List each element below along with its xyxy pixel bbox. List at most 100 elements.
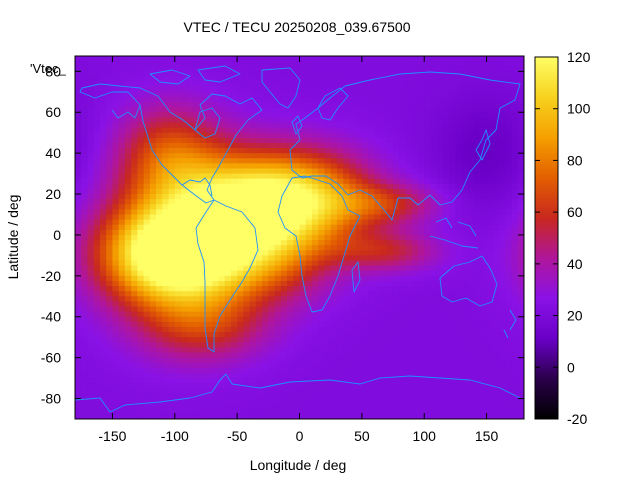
heat-cell — [330, 311, 338, 318]
heat-cell — [355, 142, 363, 149]
heat-cell — [424, 326, 432, 333]
heat-cell — [274, 342, 282, 349]
heat-cell — [243, 153, 251, 159]
heat-cell — [386, 86, 394, 93]
heat-cell — [237, 163, 244, 170]
heat-cell — [187, 240, 195, 246]
heat-cell — [349, 148, 357, 154]
heat-cell — [492, 280, 500, 287]
heat-cell — [343, 311, 350, 318]
heat-cell — [324, 316, 332, 323]
heat-cell — [249, 311, 257, 318]
heat-cell — [299, 311, 307, 318]
heat-cell — [212, 362, 220, 369]
heat-cell — [455, 296, 463, 303]
heat-cell — [474, 347, 481, 354]
heat-cell — [380, 332, 388, 338]
heat-cell — [386, 357, 394, 364]
heat-cell — [137, 275, 145, 282]
heat-cell — [311, 214, 319, 221]
heat-cell — [118, 178, 126, 185]
heat-cell — [187, 56, 195, 62]
heat-cell — [131, 122, 138, 129]
heat-cell — [405, 275, 413, 282]
heat-cell — [106, 76, 114, 83]
heat-cell — [461, 240, 469, 246]
heat-cell — [249, 76, 257, 83]
heat-cell — [436, 76, 444, 83]
heat-cell — [492, 332, 500, 338]
heat-cell — [505, 178, 513, 185]
heat-cell — [237, 61, 244, 67]
heat-cell — [467, 86, 475, 93]
heat-cell — [324, 337, 332, 343]
heat-cell — [81, 347, 89, 354]
heat-cell — [486, 209, 494, 216]
heat-cell — [280, 194, 288, 200]
heat-cell — [199, 132, 207, 139]
heat-cell — [374, 194, 382, 200]
heat-cell — [361, 383, 369, 389]
heat-cell — [399, 321, 407, 328]
heat-cell — [174, 153, 182, 159]
heat-cell — [517, 245, 524, 251]
heat-cell — [187, 357, 195, 364]
heat-cell — [449, 86, 457, 93]
heat-cell — [81, 372, 89, 379]
heat-cell — [305, 132, 313, 139]
heat-cell — [430, 112, 438, 118]
heat-cell — [81, 260, 89, 267]
heat-cell — [274, 204, 282, 210]
heat-cell — [461, 137, 469, 144]
heat-cell — [149, 311, 157, 318]
heat-cell — [181, 367, 188, 374]
heat-cell — [336, 342, 344, 349]
heat-cell — [124, 378, 132, 384]
heat-cell — [511, 183, 519, 190]
heat-cell — [99, 372, 107, 379]
heat-cell — [461, 56, 469, 62]
heat-cell — [268, 122, 276, 129]
heat-cell — [349, 158, 357, 164]
heat-cell — [187, 209, 195, 216]
heat-cell — [268, 102, 276, 108]
heat-cell — [274, 107, 282, 113]
heat-cell — [368, 301, 375, 308]
heat-cell — [118, 245, 126, 251]
heat-cell — [467, 326, 475, 333]
heat-cell — [224, 301, 232, 308]
heat-cell — [399, 209, 407, 216]
heat-cell — [393, 142, 400, 149]
heat-cell — [474, 96, 481, 103]
heat-cell — [393, 173, 400, 180]
heat-cell — [75, 388, 82, 395]
heat-cell — [442, 265, 450, 272]
heat-cell — [224, 311, 232, 318]
heat-cell — [93, 76, 101, 83]
heat-cell — [305, 168, 313, 175]
heat-cell — [349, 219, 357, 226]
heat-cell — [355, 224, 363, 231]
heat-cell — [99, 306, 107, 313]
heat-cell — [274, 178, 282, 185]
heat-cell — [212, 102, 220, 108]
heat-cell — [237, 214, 244, 221]
heat-cell — [467, 311, 475, 318]
heat-cell — [181, 337, 188, 343]
heat-cell — [137, 56, 145, 62]
heat-cell — [474, 316, 481, 323]
heat-cell — [218, 56, 226, 62]
heat-cell — [99, 148, 107, 154]
heat-cell — [424, 332, 432, 338]
heat-cell — [486, 137, 494, 144]
heat-cell — [193, 260, 201, 267]
heat-cell — [124, 127, 132, 134]
heat-cell — [318, 219, 326, 226]
heat-cell — [243, 332, 251, 338]
heat-cell — [143, 199, 151, 205]
heat-cell — [218, 183, 226, 190]
heat-cell — [499, 357, 506, 364]
heat-cell — [486, 76, 494, 83]
heat-cell — [486, 291, 494, 297]
heat-cell — [467, 76, 475, 83]
